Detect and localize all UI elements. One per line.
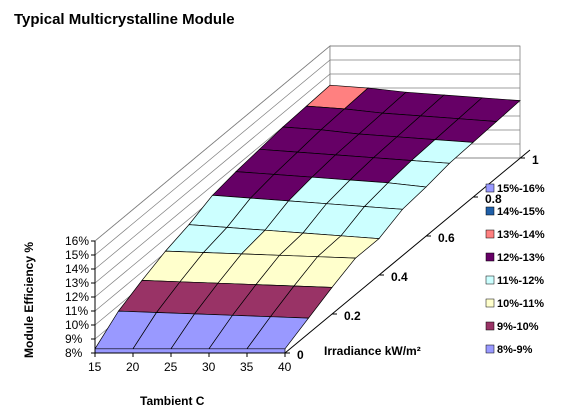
y-tick-label: 0.8: [485, 192, 502, 206]
z-tick-label: 15%: [65, 248, 89, 262]
x-tick-label: 20: [126, 360, 140, 374]
y-tick-label: 0.2: [344, 309, 361, 323]
gridline: [94, 73, 520, 270]
x-tick-label: 15: [88, 360, 102, 374]
legend-label: 10%-11%: [497, 298, 544, 310]
surface-front-face: [94, 348, 286, 354]
x-tick-label: 25: [164, 360, 178, 374]
x-tick-label: 30: [202, 360, 216, 374]
y-tick-label: 0.6: [438, 231, 455, 245]
legend-label: 8%-9%: [497, 344, 533, 356]
legend-swatch: [485, 321, 495, 331]
z-tick-label: 14%: [65, 262, 89, 276]
legend-swatch: [485, 183, 495, 193]
gridline: [94, 59, 520, 256]
z-tick-label: 8%: [65, 346, 83, 360]
z-tick-label: 16%: [65, 234, 89, 248]
chart-title: Typical Multicrystalline Module: [14, 11, 235, 28]
legend-swatch: [485, 206, 495, 216]
z-tick-label: 10%: [65, 318, 89, 332]
legend-swatch: [485, 229, 495, 239]
legend-label: 15%-16%: [497, 183, 545, 195]
legend-swatch: [485, 298, 495, 308]
legend-swatch: [485, 275, 495, 285]
x-axis-label: Tambient C: [140, 394, 205, 408]
legend-label: 14%-15%: [497, 206, 545, 218]
x-tick-label: 35: [240, 360, 254, 374]
z-tick-label: 9%: [65, 332, 83, 346]
z-tick-label: 11%: [65, 304, 88, 318]
legend-label: 11%-12%: [497, 275, 544, 287]
legend-swatch: [485, 344, 495, 354]
surface-plot: [94, 84, 521, 354]
legend-swatch: [485, 252, 495, 262]
chart-axes: 15 20 25 30 35 4000.20.40.60.818%9%10%11%12%1…: [65, 149, 539, 374]
y-axis-label: Irradiance kW/m²: [324, 344, 421, 358]
legend-label: 9%-10%: [497, 321, 539, 333]
z-tick-label: 13%: [65, 276, 89, 290]
z-tick-label: 12%: [65, 290, 89, 304]
x-tick-label: 40: [278, 360, 292, 374]
gridline: [94, 45, 520, 242]
y-tick-label: 0.4: [391, 270, 408, 284]
chart-legend: 15%-16% 14%-15% 13%-14% 12%-13% 11%-12% 10%-1…: [485, 183, 545, 356]
legend-label: 13%-14%: [497, 229, 545, 241]
y-tick-label: 0: [297, 348, 304, 362]
z-axis-label: Module Efficiency %: [22, 242, 36, 358]
y-tick-label: 1: [532, 153, 539, 167]
legend-label: 12%-13%: [497, 252, 545, 264]
